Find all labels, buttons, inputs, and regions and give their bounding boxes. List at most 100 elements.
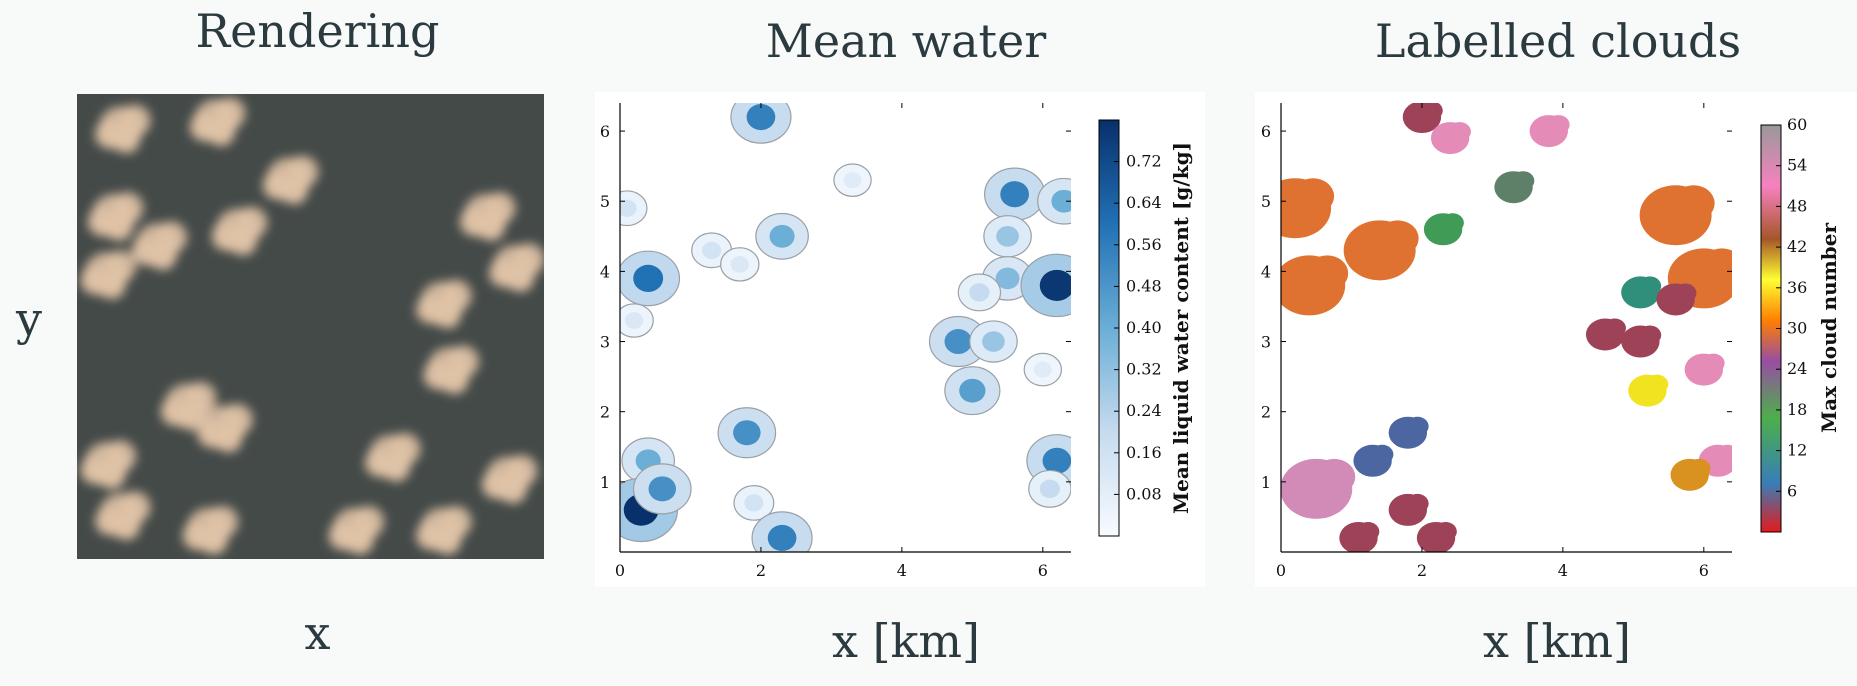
render-cloud: [483, 192, 516, 225]
labelled-cloud: [1667, 248, 1732, 309]
labelled-cloud: [1402, 103, 1442, 134]
render-cloud: [388, 432, 421, 465]
labelled-y-tick-label: 6: [1261, 122, 1271, 141]
water-blob-core: [1039, 479, 1060, 499]
render-cloud: [98, 106, 143, 151]
render-cloud: [193, 99, 238, 144]
rendering-ylabel: y: [16, 292, 42, 346]
labelled-colorbar: [1760, 124, 1782, 533]
render-cloud: [189, 113, 218, 142]
render-cloud: [507, 266, 534, 293]
render-cloud: [84, 252, 129, 297]
water-blob-core: [633, 264, 664, 292]
labelled-cbar-tick-label: 42: [1787, 237, 1807, 256]
water-blob-outline: [620, 303, 654, 338]
water-blob-outline: [717, 407, 777, 459]
labelled-cloud: [1698, 444, 1732, 477]
labelled-cloud-lobe: [1547, 115, 1570, 135]
render-cloud: [196, 419, 225, 448]
labelled-cloud-lobe: [1441, 213, 1464, 233]
labelled-cloud-lobe: [1688, 458, 1711, 479]
render-cloud: [266, 157, 311, 202]
water-blob-outline: [944, 366, 1001, 416]
render-cloud: [80, 266, 109, 295]
mean-water-y-tick-label: 1: [600, 473, 610, 492]
mean-water-y-tick-label: 6: [600, 122, 610, 141]
render-cloud: [87, 208, 116, 237]
water-blob-outline: [982, 256, 1034, 301]
water-blob-outline: [1023, 352, 1063, 387]
render-cloud: [201, 528, 228, 555]
render-cloud: [505, 454, 538, 487]
mean-water-cbar-tick-label: 0.56: [1126, 235, 1162, 254]
labelled-xlabel: x [km]: [1483, 614, 1631, 668]
mean-water-y-tick-label: 5: [600, 192, 610, 211]
mean-water-colorbar: [1098, 119, 1120, 537]
render-cloud: [131, 237, 160, 266]
render-cloud: [200, 405, 245, 450]
labelled-cloud: [1529, 115, 1568, 148]
labelled-cloud: [1281, 458, 1353, 519]
water-blob-outline: [621, 437, 676, 485]
render-cloud: [150, 244, 177, 271]
render-cloud: [439, 279, 472, 312]
water-blob-outline: [733, 484, 775, 521]
labelled-cloud: [1343, 220, 1416, 281]
render-cloud: [463, 194, 508, 239]
labelled-cloud: [1423, 213, 1463, 246]
rendering-xlabel: x: [304, 606, 331, 660]
labelled-cbar-tick-label: 60: [1787, 115, 1807, 134]
labelled-y-tick-label: 1: [1261, 473, 1271, 492]
render-cloud: [442, 368, 469, 395]
render-cloud: [332, 507, 377, 552]
mean-water-x-tick-label: 0: [615, 561, 625, 580]
labelled-cbar-tick-label: 6: [1787, 481, 1797, 500]
water-blob-core: [648, 476, 677, 502]
render-cloud: [160, 397, 189, 426]
render-cloud: [80, 456, 109, 485]
render-cloud: [478, 215, 505, 242]
render-cloud: [113, 127, 140, 154]
water-blob-core: [1000, 181, 1029, 208]
water-blob-core: [982, 331, 1005, 352]
labelled-x-tick-label: 4: [1558, 561, 1568, 580]
water-blob-outline: [984, 167, 1046, 221]
labelled-cloud: [1388, 416, 1428, 449]
render-cloud: [481, 470, 510, 499]
labelled-cloud-lobe: [1448, 122, 1471, 142]
mean-water-xlabel: x [km]: [832, 614, 980, 668]
water-blob-core: [959, 378, 986, 403]
render-cloud: [99, 463, 126, 490]
water-blob-outline: [957, 273, 1002, 312]
labelled-cloud-lobe: [1406, 416, 1429, 436]
labelled-cloud-lobe: [1603, 318, 1626, 338]
water-blob-core: [995, 267, 1020, 290]
render-cloud: [328, 521, 357, 550]
render-cloud: [286, 155, 319, 188]
render-cloud: [84, 442, 129, 487]
labelled-cloud: [1639, 185, 1712, 246]
mean-water-cbar-tick-label: 0.16: [1126, 443, 1162, 462]
mean-water-figure-bg: [595, 92, 1205, 587]
water-blob-outline: [1020, 253, 1071, 318]
rendering-image-background: [77, 94, 544, 559]
mean-water-cbar-tick-label: 0.72: [1126, 152, 1162, 171]
render-cloud: [213, 97, 246, 130]
labelled-cloud: [1656, 283, 1695, 316]
render-cloud: [113, 514, 140, 541]
labelled-cloud: [1585, 318, 1625, 351]
labelled-cloud-lobe: [1716, 444, 1732, 464]
render-cloud: [104, 440, 137, 473]
water-blob-outline: [1037, 177, 1071, 225]
render-cloud: [459, 208, 488, 237]
water-blob-core: [767, 524, 797, 552]
render-cloud: [281, 178, 308, 205]
labelled-cbar-tick-label: 24: [1787, 359, 1807, 378]
render-cloud: [208, 120, 235, 147]
render-cloud: [347, 528, 374, 555]
water-blob-outline: [1028, 469, 1071, 508]
mean-water-y-tick-label: 2: [600, 403, 610, 422]
labelled-cloud-lobe: [1511, 171, 1535, 191]
labelled-cloud: [1621, 276, 1660, 309]
